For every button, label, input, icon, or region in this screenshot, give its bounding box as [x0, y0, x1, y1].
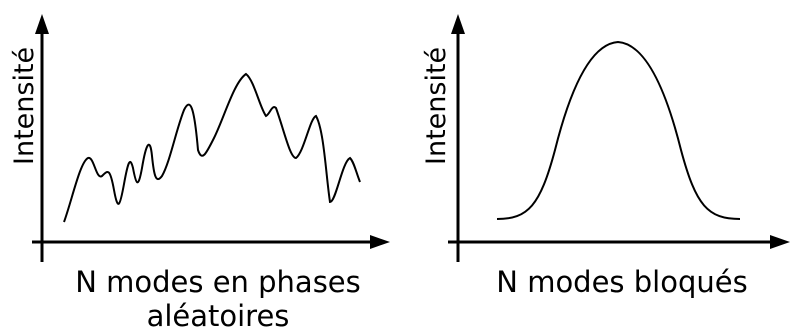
- caption-line-2: aléatoires: [147, 299, 290, 331]
- x-axis-arrowhead: [370, 235, 390, 249]
- intensity-curve-pulse: [496, 40, 741, 220]
- y-axis-label: Intensité: [9, 47, 40, 165]
- panel-mode-locked: Intensité N modes bloqués: [421, 14, 790, 299]
- y-axis-arrowhead: [35, 14, 49, 34]
- y-axis-label: Intensité: [421, 47, 452, 165]
- y-axis-arrowhead: [451, 14, 465, 34]
- panel-random-phases: Intensité N modes en phases aléatoires: [9, 14, 390, 331]
- caption-line-1: N modes bloqués: [496, 265, 747, 299]
- intensity-curve-random: [63, 72, 361, 223]
- x-axis-arrowhead: [770, 235, 790, 249]
- caption-line-1: N modes en phases: [75, 265, 361, 299]
